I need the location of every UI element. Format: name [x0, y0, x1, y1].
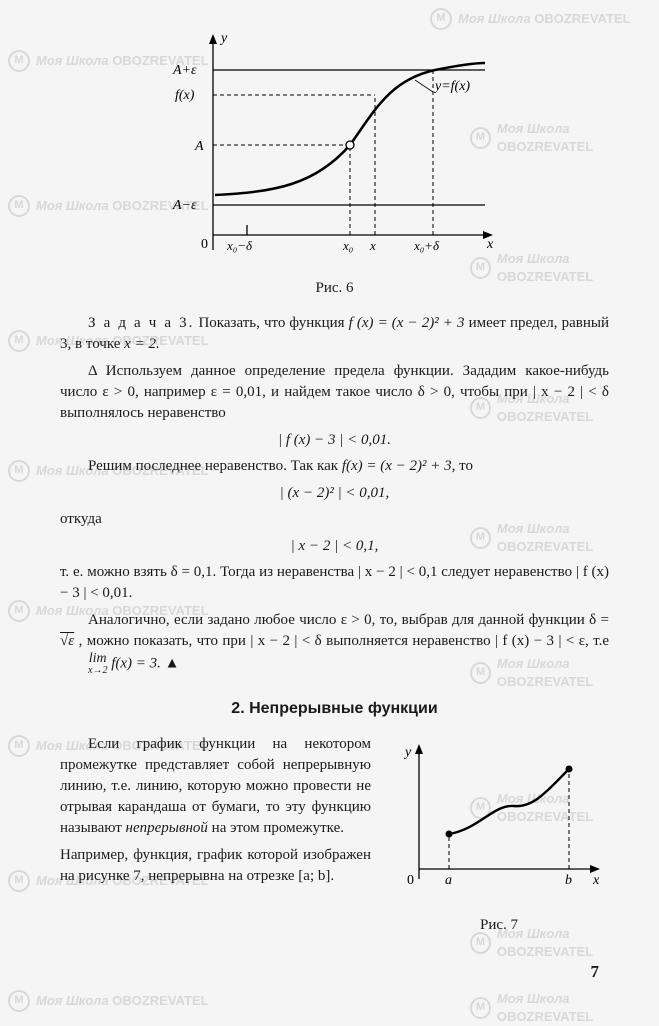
c2-sqrt: √ε [60, 633, 74, 649]
ylab-3: A−ε [172, 198, 197, 213]
task3-conclusion2: Аналогично, если задано любое число ε > … [60, 610, 609, 676]
origin-label: 0 [201, 237, 208, 252]
task3-solve: Решим последнее неравенство. Так как f(x… [60, 456, 609, 477]
task3-label: З а д а ч а 3. [88, 315, 194, 331]
f7-point-b [566, 766, 573, 773]
watermark: MМоя Школа OBOZREVATEL [8, 990, 209, 1012]
page-content: y x 0 A+ε f(x) A A−ε x₀−δ x₀ x x₀+δ [60, 20, 609, 984]
s2-para2: Например, функция, график которой изобра… [60, 845, 371, 887]
figure-7-graph: y x 0 a b [389, 734, 609, 904]
task3-formula1: f (x) = (x − 2)² + 3 [349, 315, 465, 331]
figure-7-wrapper: y x 0 a b Рис. 7 [389, 734, 609, 950]
xlab-3: x₀+δ [413, 238, 440, 253]
task3-eq1: | f (x) − 3 | < 0,01. [60, 430, 609, 451]
f7-origin: 0 [407, 873, 414, 888]
c2b: , можно показать, что при | x − 2 | < δ … [79, 633, 609, 649]
xlab-2: x [369, 238, 376, 253]
task3-from: откуда [60, 509, 609, 530]
task3-solve-line: Решим последнее неравенство. Так как [88, 458, 342, 474]
task3-statement: З а д а ч а 3. Показать, что функция f (… [60, 313, 609, 355]
ylab-0: A+ε [172, 63, 197, 78]
ylab-1: f(x) [175, 88, 195, 103]
f7-xaxis: x [592, 873, 600, 888]
f7-xlab-1: b [565, 873, 572, 888]
task3-eq3: | x − 2 | < 0,1, [60, 536, 609, 557]
c2a: Аналогично, если задано любое число ε > … [88, 612, 609, 628]
page-number: 7 [60, 960, 609, 984]
curve-label: y=f(x) [433, 79, 470, 94]
task3-solve-formula: f(x) = (x − 2)² + 3, [342, 458, 456, 474]
lim-text: lim [60, 652, 107, 666]
section-2-body: Если график функции на некотором промежу… [60, 734, 609, 950]
figure-6-caption: Рис. 6 [60, 278, 609, 299]
ylab-2: A [194, 139, 204, 154]
f7-curve [449, 769, 569, 834]
s2-para1: Если график функции на некотором промежу… [60, 734, 371, 839]
figure-7-caption: Рис. 7 [389, 915, 609, 936]
lim-body: f(x) = 3. ▲ [111, 655, 179, 671]
axis-y-label: y [219, 31, 228, 46]
s2-p1b: на этом промежутке. [212, 820, 344, 836]
section-2-title: 2. Непрерывные функции [60, 698, 609, 720]
section-2-text: Если график функции на некотором промежу… [60, 734, 371, 893]
xlab-1: x₀ [342, 238, 353, 253]
task3-delta: Δ Используем данное определение предела … [60, 361, 609, 424]
open-point [346, 141, 354, 149]
f7-yaxis: y [403, 745, 412, 760]
task3-solve-tail: то [459, 458, 473, 474]
f7-xlab-0: a [445, 873, 452, 888]
s2-p1-em: непрерывной [126, 820, 208, 836]
task3-formula2: x = 2. [124, 336, 160, 352]
task3-eq2: | (x − 2)² | < 0,01, [60, 483, 609, 504]
lim-sub: x→2 [60, 666, 107, 676]
task3-conclusion1: т. е. можно взять δ = 0,1. Тогда из нера… [60, 562, 609, 604]
watermark: MМоя Школа OBOZREVATEL [470, 990, 659, 1026]
axis-x-label: x [486, 237, 494, 252]
figure-6-graph: y x 0 A+ε f(x) A A−ε x₀−δ x₀ x x₀+δ [165, 20, 505, 270]
figure-6-wrapper: y x 0 A+ε f(x) A A−ε x₀−δ x₀ x x₀+δ [60, 20, 609, 270]
task3-text1: Показать, что функция [198, 315, 348, 331]
xlab-0: x₀−δ [226, 238, 253, 253]
f7-point-a [446, 831, 453, 838]
